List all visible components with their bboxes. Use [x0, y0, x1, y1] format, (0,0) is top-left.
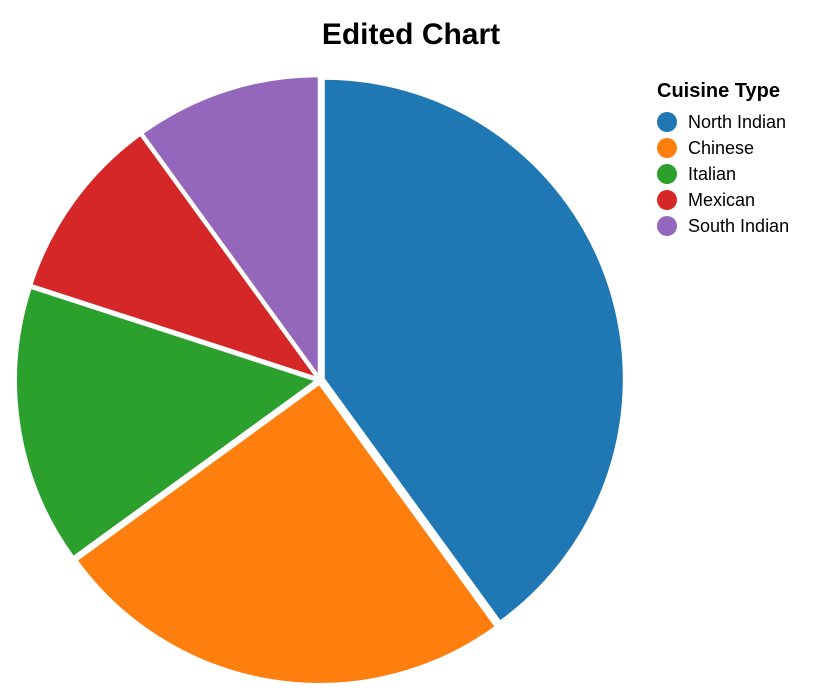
- pie-slice-south-indian[interactable]: [141, 75, 320, 378]
- chart-title: Edited Chart: [321, 18, 501, 51]
- legend: Cuisine Type North Indian Chinese Italian M…: [657, 80, 789, 239]
- legend-swatch: [657, 164, 677, 184]
- pie-slice-mexican[interactable]: [30, 133, 318, 379]
- pie-slices: [15, 75, 625, 685]
- legend-swatch: [657, 190, 677, 210]
- legend-swatch: [657, 138, 677, 158]
- legend-swatch: [657, 112, 677, 132]
- pie-slice-italian[interactable]: [15, 286, 318, 558]
- legend-item-mexican[interactable]: Mexican: [657, 187, 789, 213]
- legend-swatch: [657, 216, 677, 236]
- legend-item-north-indian[interactable]: North Indian: [657, 109, 789, 135]
- legend-item-chinese[interactable]: Chinese: [657, 135, 789, 161]
- pie-slice-chinese[interactable]: [75, 382, 497, 685]
- legend-label: Chinese: [688, 137, 755, 158]
- legend-label: North Indian: [688, 111, 787, 132]
- legend-label: South Indian: [688, 215, 790, 236]
- legend-label: Mexican: [688, 189, 756, 210]
- legend-label: Italian: [688, 163, 737, 184]
- legend-item-italian[interactable]: Italian: [657, 161, 789, 187]
- legend-title: Cuisine Type: [657, 80, 780, 102]
- legend-items: North Indian Chinese Italian Mexican South I…: [657, 109, 789, 239]
- pie-slice-north-indian[interactable]: [322, 77, 625, 623]
- legend-item-south-indian[interactable]: South Indian: [657, 213, 789, 239]
